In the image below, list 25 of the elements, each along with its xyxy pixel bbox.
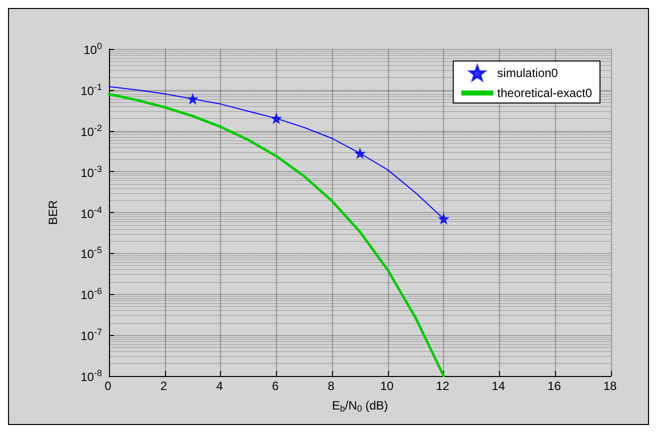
x-tick-label: 8 — [326, 379, 336, 393]
y-axis-title: BER — [46, 200, 60, 225]
x-tick-label: 12 — [434, 379, 450, 393]
x-tick-label: 16 — [546, 379, 562, 393]
legend-label: theoretical-exact0 — [497, 86, 592, 100]
y-tick-label: 10$^{-2}$ — [80, 122, 102, 139]
point — [438, 214, 449, 224]
y-tick-label: 10$^{0}$ — [84, 40, 102, 57]
x-tick-label: 18 — [602, 379, 618, 393]
x-tick-label: 14 — [490, 379, 506, 393]
x-tick-label: 2 — [159, 379, 168, 393]
y-tick-label: 10$^{-5}$ — [80, 244, 102, 262]
x-tick-label: 10 — [379, 379, 395, 393]
y-tick-label: 10$^{-4}$ — [80, 204, 102, 220]
legend-label: simulation0 — [497, 66, 558, 80]
x-tick-label: 4 — [215, 379, 224, 393]
point — [355, 148, 365, 158]
x-tick-label: 6 — [270, 379, 280, 393]
x-tick-label: 0 — [104, 379, 112, 393]
y-tick-label: 10$^{-1}$ — [80, 80, 102, 98]
line-series — [108, 92, 445, 378]
y-tick-label: 10$^{-3}$ — [80, 162, 102, 180]
y-tick-label: 10$^{-7}$ — [80, 326, 102, 344]
y-tick-label: 10$^{-8}$ — [80, 367, 102, 384]
y-tick-label: 10$^{-6}$ — [80, 285, 102, 302]
